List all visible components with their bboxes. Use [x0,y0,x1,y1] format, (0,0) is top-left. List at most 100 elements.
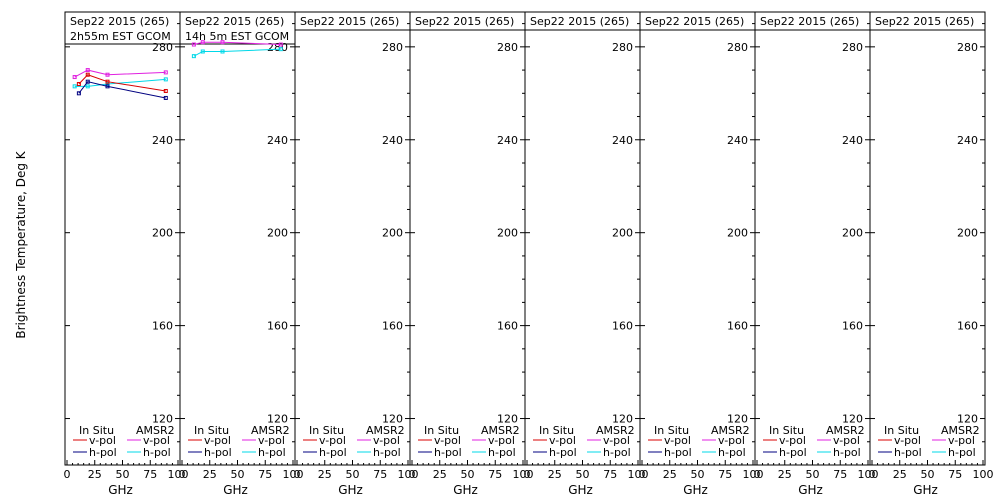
x-tick-label: 75 [833,468,847,481]
x-tick-label: 0 [179,468,186,481]
legend-amsr2-header: AMSR2 [481,424,520,437]
series-line-amsr2_v [193,41,281,46]
series-line-amsr2_v [74,69,166,78]
x-tick-label: 0 [524,468,531,481]
panel-7: Sep22 2015 (265) 120 160 200 240 280 0 25 50 75 10… [754,11,879,497]
series-line-amsr2_h [74,78,166,87]
y-tick-label: 200 [612,227,633,240]
y-tick-label: 280 [152,41,173,54]
y-tick-label: 280 [497,41,518,54]
y-tick-label: 160 [727,320,748,333]
x-tick-label: 0 [754,468,761,481]
data-point-amsr2_h [72,84,77,89]
x-tick-label: 25 [318,468,332,481]
panel-3: Sep22 2015 (265) 120 160 200 240 280 0 25 50 75 10… [294,11,419,497]
panel-6: Sep22 2015 (265) 120 160 200 240 280 0 25 50 75 10… [639,11,764,497]
x-tick-label: 25 [548,468,562,481]
panel-title-box [869,11,986,31]
legend-amsr2-hpol-label: h-pol [488,446,516,459]
data-point-insitu_h [163,95,168,100]
x-tick-label: 50 [921,468,935,481]
x-axis-label: GHz [338,483,363,497]
x-tick-label: 25 [433,468,447,481]
legend-insitu-hpol-label: h-pol [779,446,807,459]
y-tick-label: 160 [382,320,403,333]
x-axis-label: GHz [223,483,248,497]
legend-amsr2-header: AMSR2 [366,424,405,437]
y-tick-label: 120 [497,413,518,426]
y-tick-label: 280 [267,41,288,54]
legend-insitu-hpol-label: h-pol [894,446,922,459]
x-tick-label: 75 [258,468,272,481]
x-tick-label: 50 [116,468,130,481]
panel-title: Sep22 2015 (265) [415,15,514,28]
legend-amsr2-vpol-label: v-pol [718,434,745,447]
legend-insitu-vpol-label: v-pol [894,434,921,447]
y-tick-label: 160 [497,320,518,333]
panel-title: Sep22 2015 (265) [875,15,974,28]
y-tick-label: 280 [382,41,403,54]
x-tick-label: 0 [294,468,301,481]
x-tick-label: 0 [639,468,646,481]
series-line-amsr2_h [193,48,281,57]
legend-insitu-hpol-label: h-pol [664,446,692,459]
legend-insitu-header: In Situ [424,424,459,437]
x-tick-label: 0 [64,468,71,481]
data-point-amsr2_h [85,84,90,89]
data-point-amsr2_v [200,40,205,45]
x-tick-label: 75 [143,468,157,481]
y-tick-label: 160 [842,320,863,333]
panel-2: Sep22 2015 (265) 14h 5m EST GCOM 120 160 200… [179,11,304,497]
panel-title: Sep22 2015 (265) [760,15,859,28]
y-tick-label: 120 [727,413,748,426]
data-point-amsr2_v [191,42,196,47]
legend-amsr2-header: AMSR2 [596,424,635,437]
y-tick-label: 240 [267,134,288,147]
y-tick-label: 240 [842,134,863,147]
panel-4: Sep22 2015 (265) 120 160 200 240 280 0 25 50 75 10… [409,11,534,497]
x-tick-label: 25 [203,468,217,481]
y-tick-label: 120 [152,413,173,426]
y-tick-label: 120 [382,413,403,426]
x-axis-label: GHz [913,483,938,497]
legend-insitu-hpol-label: h-pol [204,446,232,459]
data-point-amsr2_v [278,42,283,47]
y-tick-label: 240 [612,134,633,147]
x-tick-label: 50 [346,468,360,481]
data-point-amsr2_v [72,75,77,80]
x-tick-label: 100 [168,468,189,481]
y-tick-label: 160 [152,320,173,333]
legend-amsr2-hpol-label: h-pol [603,446,631,459]
data-point-amsr2_h [191,54,196,59]
y-tick-label: 200 [842,227,863,240]
legend-amsr2-header: AMSR2 [941,424,980,437]
x-tick-label: 100 [743,468,764,481]
legend-insitu-hpol-label: h-pol [434,446,462,459]
legend-amsr2-hpol-label: h-pol [258,446,286,459]
x-tick-label: 50 [806,468,820,481]
panel-title: Sep22 2015 (265) [530,15,629,28]
legend-insitu-hpol-label: h-pol [549,446,577,459]
x-tick-label: 75 [373,468,387,481]
legend-insitu-vpol-label: v-pol [549,434,576,447]
y-tick-label: 120 [842,413,863,426]
data-point-amsr2_v [85,68,90,73]
x-axis-label: GHz [683,483,708,497]
legend-amsr2-header: AMSR2 [136,424,175,437]
data-point-amsr2_v [220,40,225,45]
y-tick-label: 160 [267,320,288,333]
y-tick-label: 240 [957,134,978,147]
data-point-insitu_h [105,84,110,89]
x-tick-label: 25 [663,468,677,481]
y-tick-label: 160 [957,320,978,333]
legend-amsr2-vpol-label: v-pol [143,434,170,447]
data-point-amsr2_v [163,70,168,75]
data-point-amsr2_h [163,77,168,82]
x-tick-label: 75 [718,468,732,481]
legend-insitu-vpol-label: v-pol [779,434,806,447]
y-tick-label: 280 [612,41,633,54]
x-tick-label: 25 [778,468,792,481]
data-point-insitu_v [163,88,168,93]
x-tick-label: 50 [576,468,590,481]
